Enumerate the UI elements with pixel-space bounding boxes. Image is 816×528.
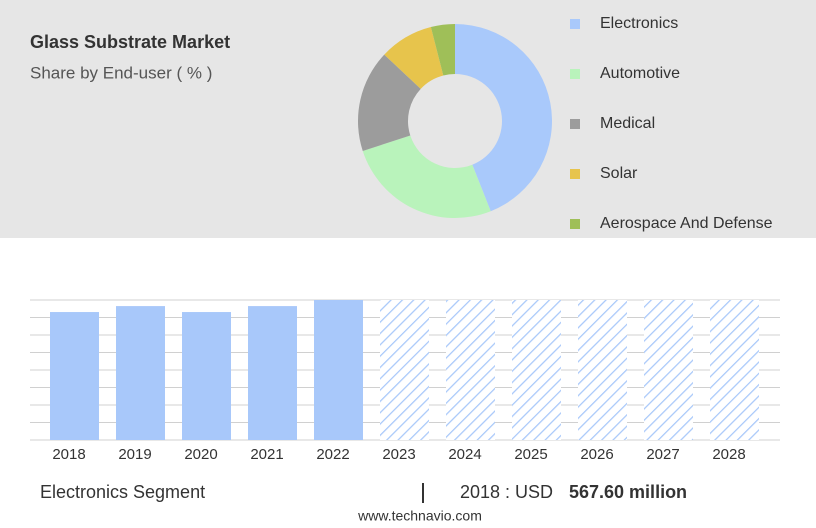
x-tick-label: 2028 — [712, 446, 745, 463]
footer-value: 567.60 million — [569, 482, 687, 502]
legend-swatch — [570, 69, 580, 79]
x-tick-label: 2026 — [580, 446, 613, 463]
forecast-bar — [710, 300, 759, 440]
donut-slice — [455, 24, 552, 212]
source: www.technavio.com — [357, 508, 482, 524]
x-tick-label: 2024 — [448, 446, 481, 463]
bar — [248, 306, 297, 440]
forecast-bar — [644, 300, 693, 440]
x-tick-label: 2025 — [514, 446, 547, 463]
footer-segment: Electronics Segment — [40, 482, 205, 502]
x-tick-label: 2022 — [316, 446, 349, 463]
x-tick-label: 2027 — [646, 446, 679, 463]
donut-slice — [358, 54, 421, 151]
legend-label: Medical — [600, 115, 655, 132]
legend-label: Solar — [600, 165, 638, 182]
legend: Electronics Automotive Medical Solar Aerospa… — [570, 15, 773, 232]
forecast-bar — [512, 300, 561, 440]
forecast-bar — [578, 300, 627, 440]
bar — [182, 312, 231, 440]
chart-title: Glass Substrate Market — [30, 32, 230, 52]
legend-label: Aerospace And Defense — [600, 215, 773, 232]
donut-slice — [362, 135, 491, 218]
legend-swatch — [570, 169, 580, 179]
x-tick-label: 2020 — [184, 446, 217, 463]
bar — [116, 306, 165, 440]
footer-year: 2018 : USD — [460, 482, 553, 502]
chart-subtitle: Share by End-user ( % ) — [30, 63, 212, 82]
forecast-bar — [446, 300, 495, 440]
x-tick-label: 2021 — [250, 446, 283, 463]
bar — [50, 312, 99, 440]
bar — [314, 300, 363, 440]
x-tick-label: 2019 — [118, 446, 151, 463]
legend-swatch — [570, 119, 580, 129]
donut-slice — [430, 24, 455, 76]
legend-label: Automotive — [600, 65, 680, 82]
donut-slice — [384, 27, 444, 89]
x-tick-label: 2018 — [52, 446, 85, 463]
donut-chart — [358, 24, 552, 218]
x-tick-label: 2023 — [382, 446, 415, 463]
legend-swatch — [570, 19, 580, 29]
legend-swatch — [570, 219, 580, 229]
bar-chart: 2018 2019 2020 2021 2022 2023 2024 2025 2026 2027… — [30, 299, 780, 463]
legend-label: Electronics — [600, 15, 678, 32]
forecast-bar — [380, 300, 429, 440]
